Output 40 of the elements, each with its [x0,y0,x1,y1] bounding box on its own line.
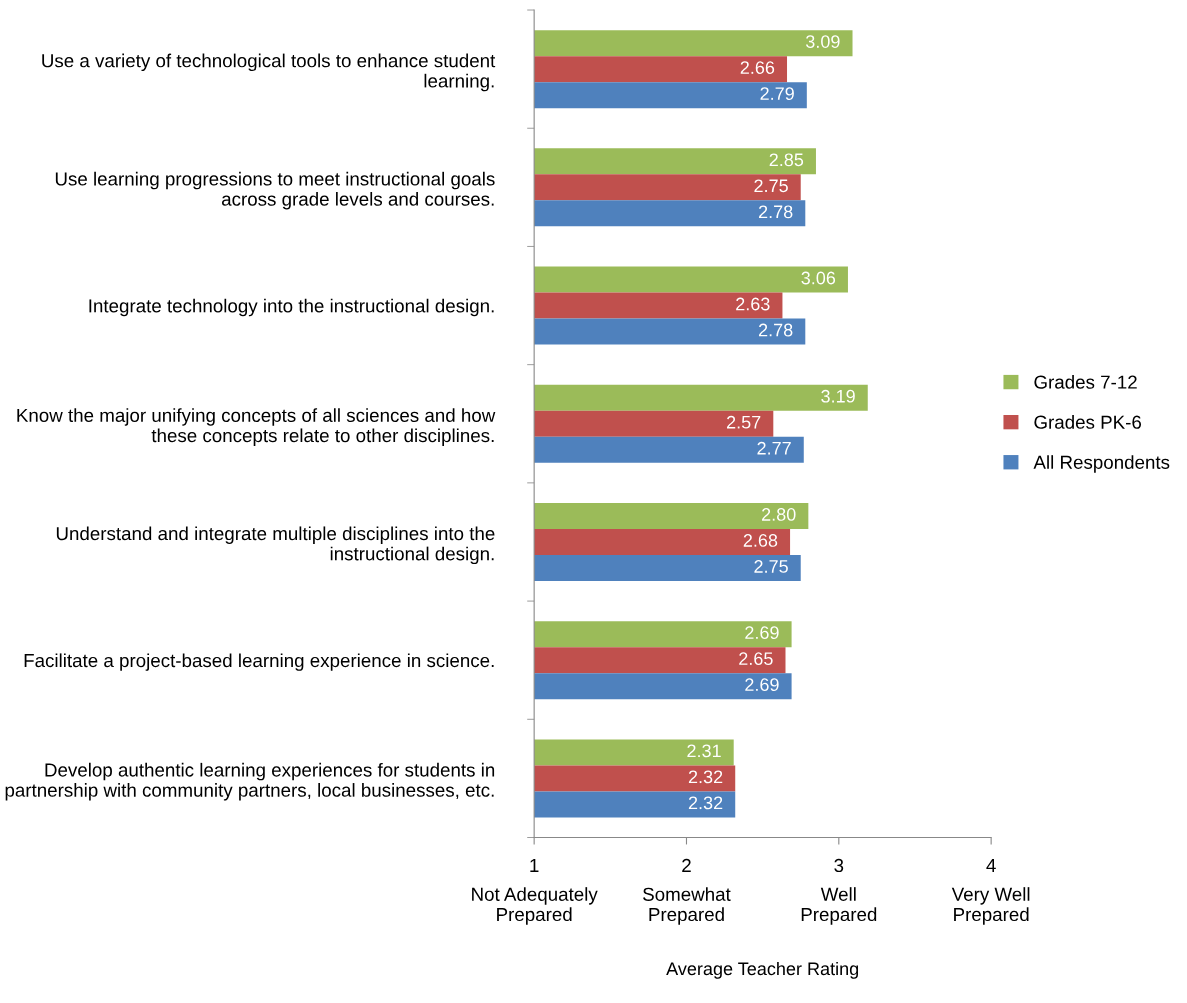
data-label: 2.78 [758,323,793,337]
legend-label: Grades 7-12 [1034,375,1137,389]
x-tick-label: 2 [682,858,691,872]
y-tick-label: Understand and integrate multiple disciplines into the instructional design. [56,526,495,565]
data-label: 2.78 [758,205,793,219]
x-tick-label: 1 [530,859,539,872]
data-label: 2.68 [743,534,778,547]
data-label: 3.19 [821,389,855,403]
text: Somewhat Prepared [643,887,731,925]
data-label: 2.77 [757,441,791,455]
x-axis-title: Average Teacher Rating [666,961,859,979]
data-label: 3.09 [805,35,840,48]
data-label: 2.66 [740,61,775,74]
y-tick-label: Use a variety of technological tools to enhance student learning. [42,53,496,92]
legend-label: Grades PK-6 [1034,415,1142,429]
y-tick-label: Integrate technology into the instructional design. [89,298,494,317]
data-label: 2.79 [760,87,794,100]
data-label: 2.80 [762,508,796,521]
data-label: 2.75 [754,560,788,573]
y-tick-label: Know the major unifying concepts of all sciences and how these concepts relate to other disciplines. [17,408,496,446]
y-tick-label: Develop authentic learning experiences for students in partnership with community partners, local businesses, etc. [5,762,495,801]
data-label: 2.69 [745,626,779,640]
data-label: 2.85 [769,153,804,167]
data-label: 2.65 [739,652,773,666]
x-tick-label: 4 [986,859,996,872]
y-tick-label: Facilitate a project-based learning experience in science. [24,653,494,671]
data-label: 2.75 [754,179,788,193]
text: Not Adequately Prepared [472,887,598,925]
text: Well Prepared [801,887,877,925]
y-tick-label: Use learning progressions to meet instructional goals across grade levels and courses. [55,171,495,210]
data-label: 2.69 [745,678,779,692]
data-label: 3.06 [801,271,836,285]
data-label: 2.57 [727,415,761,429]
x-tick-label: 3 [834,858,844,873]
data-label: 2.32 [688,796,723,810]
text: Very Well Prepared [951,887,1030,925]
data-label: 2.32 [688,770,723,784]
data-label: 2.31 [687,744,721,758]
data-label: 2.63 [736,297,770,311]
legend-label: All Respondents [1033,455,1170,473]
